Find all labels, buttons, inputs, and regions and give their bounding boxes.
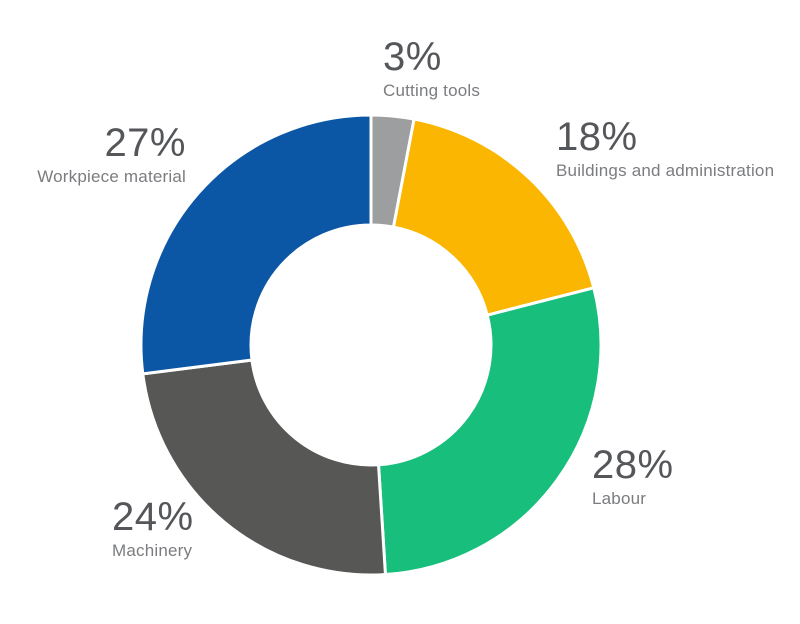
percent-labour: 28% xyxy=(592,443,674,487)
percent-machinery: 24% xyxy=(112,495,194,539)
callout-machinery: 24% Machinery xyxy=(112,496,194,561)
label-cutting-tools: Cutting tools xyxy=(383,81,481,100)
donut-slices xyxy=(139,113,603,577)
slice-buildings-and-administration xyxy=(391,117,596,317)
label-workpiece-material: Workpiece material xyxy=(37,167,186,186)
percent-workpiece-material: 27% xyxy=(104,121,186,165)
label-machinery: Machinery xyxy=(112,541,193,560)
callout-labour: 28% Labour xyxy=(592,444,674,509)
percent-cutting-tools: 3% xyxy=(383,35,442,79)
label-buildings-and-administration: Buildings and administration xyxy=(556,161,775,180)
percent-buildings-and-administration: 18% xyxy=(556,115,638,159)
callout-workpiece-material: 27% Workpiece material xyxy=(37,122,186,187)
slice-labour xyxy=(376,285,603,577)
slice-workpiece-material xyxy=(139,113,373,376)
label-labour: Labour xyxy=(592,489,647,508)
callout-cutting-tools: 3% Cutting tools xyxy=(383,36,480,101)
slice-machinery xyxy=(141,358,388,577)
callout-buildings-and-administration: 18% Buildings and administration xyxy=(556,116,774,181)
